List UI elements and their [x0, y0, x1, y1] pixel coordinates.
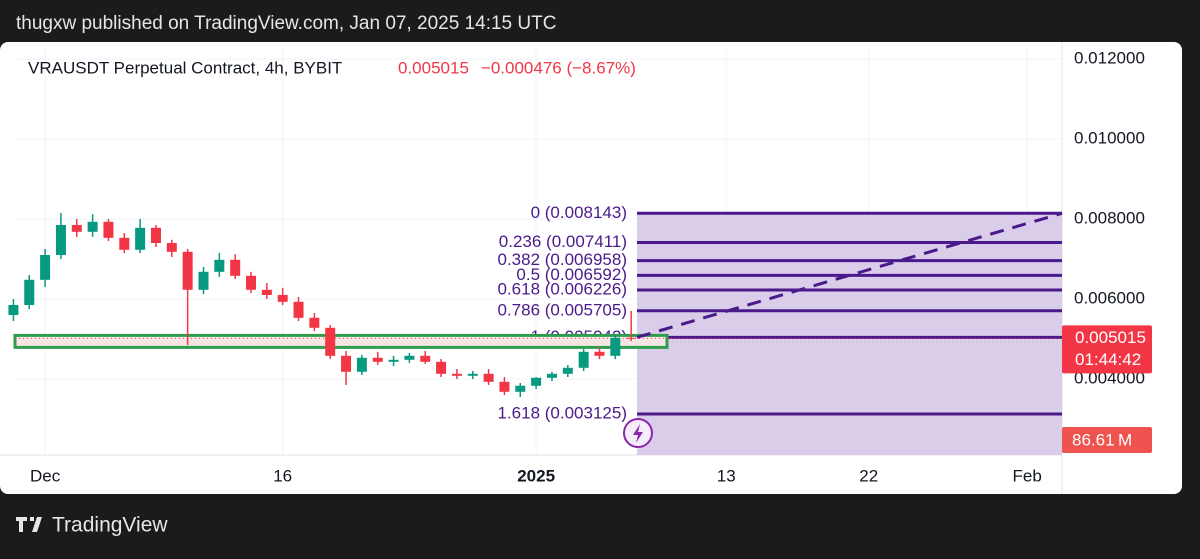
alert-icon-bolt	[633, 424, 643, 443]
x-tick-label: Dec	[30, 466, 61, 485]
candle-body	[356, 357, 367, 372]
chart-title: VRAUSDT Perpetual Contract, 4h, BYBIT	[28, 58, 342, 77]
fib-label: 0.618 (0.006226)	[498, 279, 628, 298]
candle-body	[24, 279, 35, 305]
y-tick-label: 0.010000	[1074, 128, 1145, 147]
x-tick-label: 2025	[517, 466, 555, 485]
candle-body	[325, 327, 336, 356]
candle-body	[436, 361, 447, 374]
candle-body	[531, 377, 542, 386]
candle-body	[135, 227, 146, 250]
price-tag-label: 0.005015	[1075, 328, 1146, 347]
fib-label: 0 (0.008143)	[531, 203, 627, 222]
candle-body	[198, 271, 209, 290]
y-tick-label: 0.008000	[1074, 208, 1145, 227]
candle-body	[150, 227, 161, 243]
fib-label: 0.786 (0.005705)	[498, 300, 628, 319]
x-tick-label: 22	[859, 466, 878, 485]
candle-body	[420, 355, 431, 362]
x-tick-label: Feb	[1013, 466, 1042, 485]
candle-body	[309, 317, 320, 328]
brand: TradingView	[16, 514, 168, 537]
candle-body	[103, 221, 114, 238]
candle-body	[230, 259, 241, 276]
candle-body	[261, 289, 272, 295]
candle-body	[372, 357, 383, 362]
publisher: thugxw published on TradingView.com, Jan…	[16, 13, 556, 34]
fib-label: 1.618 (0.003125)	[498, 403, 628, 422]
change: −0.000476 (−8.67%)	[481, 58, 636, 77]
brand-logo	[16, 517, 42, 532]
candle-body	[451, 373, 462, 376]
candle-body	[87, 221, 98, 232]
candle-body	[546, 373, 557, 378]
volume-tag-label: 86.61 M	[1072, 430, 1132, 449]
x-tick-label: 16	[273, 466, 292, 485]
candle-body	[71, 225, 82, 232]
volume-tag	[1062, 427, 1152, 453]
candle-body	[293, 301, 304, 318]
candle-body	[594, 351, 605, 356]
fib-label: 0.382 (0.006958)	[498, 250, 628, 269]
brand-name: TradingView	[52, 514, 168, 537]
y-tick-label: 0.012000	[1074, 48, 1145, 67]
projection	[636, 211, 1063, 339]
candle-body	[483, 373, 494, 382]
candle-body	[467, 373, 478, 376]
candle-body	[341, 355, 352, 372]
fib-area	[637, 213, 1062, 455]
candle-body	[626, 337, 637, 339]
candle-body	[166, 243, 177, 252]
candle-body	[404, 355, 415, 360]
y-tick-label: 0.006000	[1074, 288, 1145, 307]
quote: 0.005015	[398, 58, 469, 77]
candle-body	[8, 305, 19, 315]
support-zone	[13, 333, 669, 349]
candle-body	[182, 251, 193, 290]
price-tag	[1062, 325, 1152, 374]
fib-label: 0.5 (0.006592)	[516, 265, 627, 284]
x-tick-label: 13	[717, 466, 736, 485]
candle-body	[515, 385, 526, 392]
candle-body	[277, 295, 288, 302]
candle-body	[55, 225, 66, 255]
candle-body	[40, 255, 51, 280]
candle-body	[214, 259, 225, 272]
candle-body	[562, 367, 573, 374]
candle-body	[578, 351, 589, 368]
candle-body	[610, 337, 621, 356]
candle-body	[499, 381, 510, 392]
candle-body	[119, 237, 130, 250]
plot: 0 (0.008143) 0.236 (0.007411)0.382 (0.006…	[8, 203, 1063, 455]
countdown: 01:44:42	[1075, 350, 1141, 369]
candle-body	[388, 359, 399, 362]
candle-body	[246, 275, 257, 290]
fib-label: 0.236 (0.007411)	[499, 232, 627, 251]
